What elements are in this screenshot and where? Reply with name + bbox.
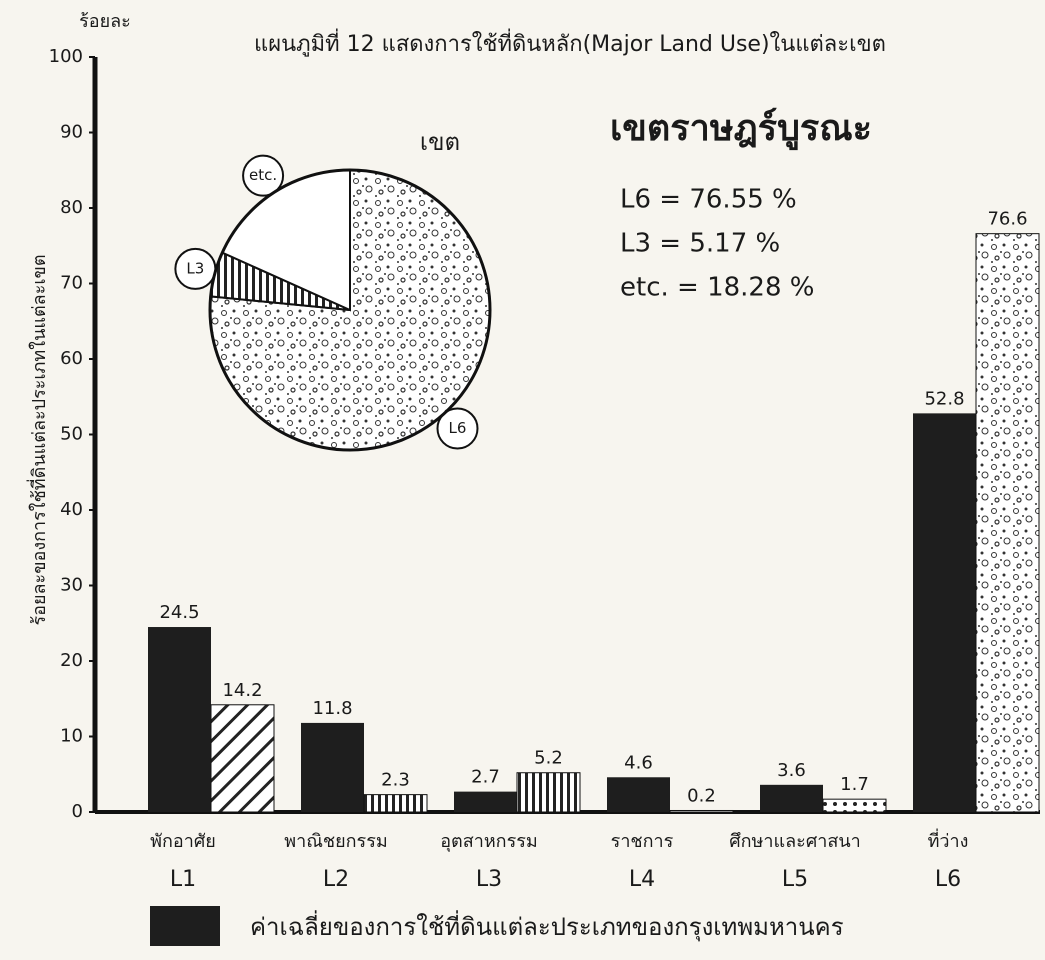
bar [607, 777, 670, 812]
pie-label: L3 [186, 259, 204, 277]
category-name: ราชการ [611, 831, 674, 852]
category-name: อุตสาหกรรม [440, 831, 538, 852]
pie-title: เขต [420, 128, 460, 156]
pie-annotation: etc. = 18.28 % [620, 273, 814, 303]
y-tick-label: 40 [60, 499, 83, 520]
x-tick-label: L4 [629, 867, 655, 892]
bar [363, 794, 428, 813]
value-label: 11.8 [312, 698, 352, 719]
y-axis-label: ร้อยละของการใช้ที่ดินแต่ละประเภทในแต่ละเ… [26, 254, 50, 625]
pie-annotation: L3 = 5.17 % [620, 229, 780, 259]
value-label: 4.6 [624, 752, 653, 773]
pie-label-circle [242, 154, 285, 197]
y-tick-label: 10 [60, 726, 83, 747]
value-label: 2.3 [381, 770, 410, 791]
legend-label: ค่าเฉลี่ยของการใช้ที่ดินแต่ละประเภทของกร… [250, 910, 844, 942]
bar [454, 791, 517, 812]
x-tick-label: L6 [935, 867, 961, 892]
value-label: 24.5 [159, 602, 199, 623]
x-tick-label: L1 [170, 867, 196, 892]
bar [975, 233, 1040, 813]
bar [301, 722, 364, 812]
value-label: 2.7 [471, 767, 500, 788]
value-label: 5.2 [534, 748, 563, 769]
category-name: ศึกษาและศาสนา [729, 831, 861, 852]
category-name: ที่ว่าง [928, 828, 969, 852]
y-tick-label: 0 [72, 801, 83, 822]
x-tick-label: L2 [323, 867, 349, 892]
bar [913, 413, 976, 812]
bar [760, 784, 823, 812]
pie-annotation: L6 = 76.55 % [620, 185, 797, 215]
chart-title: แผนภูมิที่ 12 แสดงการใช้ที่ดินหลัก(Major… [254, 28, 886, 57]
value-label: 1.7 [840, 774, 869, 795]
pie-label: L6 [449, 419, 467, 437]
value-label: 3.6 [777, 760, 806, 781]
legend-swatch [150, 906, 220, 946]
value-label: 52.8 [924, 388, 964, 409]
value-label: 0.2 [687, 785, 716, 806]
x-tick-label: L5 [782, 867, 808, 892]
value-label: 76.6 [987, 209, 1027, 230]
y-tick-label: 70 [60, 273, 83, 294]
district-name: เขตราษฎร์บูรณะ [610, 107, 872, 151]
bar [210, 704, 275, 813]
bar [669, 809, 734, 813]
y-tick-label: 20 [60, 650, 83, 671]
category-name: พักอาศัย [150, 831, 216, 852]
value-label: 14.2 [222, 680, 262, 701]
pie-outline [208, 168, 492, 452]
x-tick-label: L3 [476, 867, 502, 892]
bar [822, 798, 887, 813]
pie-label-circle [436, 407, 479, 450]
bar [516, 772, 581, 813]
y-tick-label: 30 [60, 575, 83, 596]
y-unit: ร้อยละ [79, 11, 131, 32]
y-tick-label: 60 [60, 348, 83, 369]
y-tick-label: 100 [49, 46, 83, 67]
y-tick-label: 80 [60, 197, 83, 218]
bar [148, 627, 211, 812]
pie-label: etc. [249, 166, 277, 184]
y-tick-label: 90 [60, 122, 83, 143]
category-name: พาณิชยกรรม [284, 831, 388, 852]
y-tick-label: 50 [60, 424, 83, 445]
